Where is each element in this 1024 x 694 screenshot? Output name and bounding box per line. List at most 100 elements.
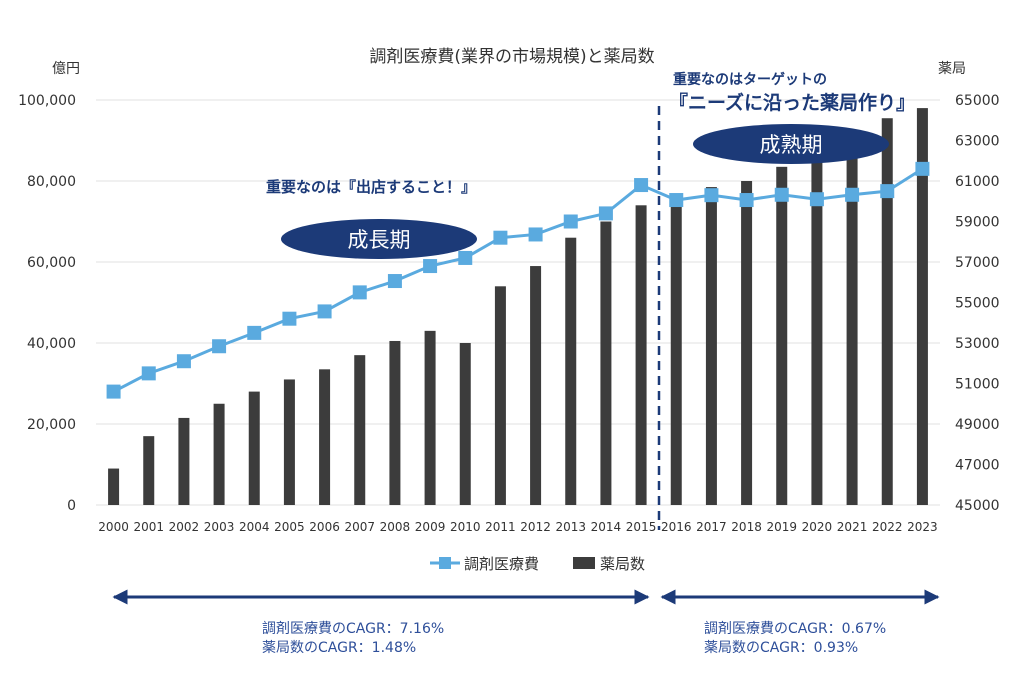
legend: 調剤医療費 薬局数: [430, 555, 645, 573]
bar-2022: [881, 118, 893, 505]
right-tick-label: 65000: [955, 93, 1000, 109]
x-tick-label: 2019: [766, 520, 797, 534]
x-tick-label: 2013: [555, 520, 586, 534]
growth-note: 重要なのは『出店すること！』: [266, 178, 476, 196]
x-tick-label: 2006: [309, 520, 340, 534]
line-point-2004: [247, 325, 262, 340]
line-point-2001: [141, 366, 156, 381]
x-tick-label: 2011: [485, 520, 516, 534]
bar-2001: [143, 436, 155, 505]
line-point-2006: [317, 304, 332, 319]
line-series: [106, 161, 930, 399]
x-tick-label: 2022: [872, 520, 903, 534]
gridlines: [96, 99, 940, 506]
bar-2012: [530, 266, 542, 505]
x-axis-ticks: 2000 2001 2002 2003 2004 2005 2006 2007 2008 2009…: [98, 520, 937, 534]
left-tick-label: 60,000: [27, 255, 76, 271]
x-tick-label: 2010: [450, 520, 481, 534]
right-tick-label: 57000: [955, 255, 1000, 271]
mature-label: 成熟期: [760, 133, 823, 157]
bar-2004: [248, 391, 260, 505]
x-tick-label: 2023: [907, 520, 938, 534]
x-tick-label: 2012: [520, 520, 551, 534]
right-tick-label: 59000: [955, 215, 1000, 231]
right-tick-label: 55000: [955, 296, 1000, 312]
x-tick-label: 2003: [204, 520, 235, 534]
x-tick-label: 2020: [802, 520, 833, 534]
x-tick-label: 2018: [731, 520, 762, 534]
mature-note-line2: 『ニーズに沿った薬局作り』: [669, 91, 915, 114]
left-tick-label: 80,000: [27, 174, 76, 190]
chart-title: 調剤医療費(業界の市場規模)と薬局数: [369, 47, 654, 67]
right-tick-label: 45000: [955, 498, 1000, 514]
bar-2003: [213, 403, 225, 505]
right-tick-label: 53000: [955, 336, 1000, 352]
line-point-2008: [387, 274, 402, 289]
x-tick-label: 2014: [591, 520, 622, 534]
legend-bar-swatch: [573, 557, 595, 569]
line-point-2016: [669, 193, 684, 208]
x-tick-label: 2017: [696, 520, 727, 534]
growth-cagr: 調剤医療費のCAGR：7.16% 薬局数のCAGR：1.48%: [262, 620, 444, 658]
bar-2018: [741, 181, 753, 505]
bar-2017: [705, 187, 717, 505]
left-axis-ticks: 0 20,000 40,000 60,000 80,000 100,000: [18, 93, 76, 514]
bar-2019: [776, 166, 788, 505]
bar-2010: [459, 343, 471, 505]
left-tick-label: 20,000: [27, 417, 76, 433]
growth-label-pill: [281, 219, 477, 259]
line-point-2014: [598, 206, 613, 221]
bar-2007: [354, 355, 366, 505]
legend-bar-label: 薬局数: [600, 555, 645, 573]
line-point-2021: [845, 187, 860, 202]
left-tick-label: 100,000: [18, 93, 76, 109]
mature-cagr-sales: 調剤医療費のCAGR：0.67%: [704, 621, 887, 637]
line-point-2012: [528, 227, 543, 242]
x-tick-label: 2005: [274, 520, 305, 534]
bar-2013: [565, 237, 577, 505]
bar-2014: [600, 221, 612, 505]
x-tick-label: 2015: [626, 520, 657, 534]
line-point-2017: [704, 188, 719, 203]
line-point-2018: [739, 193, 754, 208]
right-tick-label: 61000: [955, 174, 1000, 190]
bar-2002: [178, 417, 190, 505]
line-point-2002: [176, 354, 191, 369]
bar-2008: [389, 340, 401, 505]
bar-2016: [670, 201, 682, 505]
line-point-2003: [212, 339, 227, 354]
mature-cagr: 調剤医療費のCAGR：0.67% 薬局数のCAGR：0.93%: [704, 620, 886, 658]
x-tick-label: 2001: [133, 520, 164, 534]
right-tick-label: 49000: [955, 417, 1000, 433]
right-tick-label: 63000: [955, 134, 1000, 150]
left-axis-unit: 億円: [52, 61, 80, 77]
right-tick-label: 51000: [955, 377, 1000, 393]
bar-2000: [108, 468, 120, 505]
bar-2009: [424, 330, 436, 505]
mature-note-line1: 重要なのはターゲットの: [673, 71, 827, 88]
line-point-2015: [634, 178, 649, 193]
bar-2006: [319, 369, 331, 505]
mature-cagr-pharmacies: 薬局数のCAGR：0.93%: [704, 640, 859, 656]
line-point-2023: [915, 161, 930, 176]
line-point-2000: [106, 384, 121, 399]
line-point-2010: [458, 250, 473, 265]
x-tick-label: 2002: [169, 520, 200, 534]
line-point-2009: [423, 259, 438, 274]
legend-line-marker: [439, 557, 451, 569]
growth-cagr-sales: 調剤医療費のCAGR：7.16%: [262, 621, 445, 637]
x-tick-label: 2000: [98, 520, 129, 534]
bar-2011: [494, 286, 506, 505]
right-axis-ticks: 45000 47000 49000 51000 53000 55000 57000 59000…: [955, 93, 1000, 514]
bar-2005: [283, 379, 295, 505]
right-tick-label: 47000: [955, 458, 1000, 474]
line-point-2011: [493, 230, 508, 245]
x-tick-label: 2007: [344, 520, 375, 534]
line-point-2013: [563, 214, 578, 229]
line-point-2007: [352, 285, 367, 300]
mature-label-pill: [693, 124, 889, 164]
x-tick-label: 2021: [837, 520, 868, 534]
legend-line-label: 調剤医療費: [464, 555, 539, 573]
line-point-2019: [774, 187, 789, 202]
line-path: [112, 167, 924, 393]
